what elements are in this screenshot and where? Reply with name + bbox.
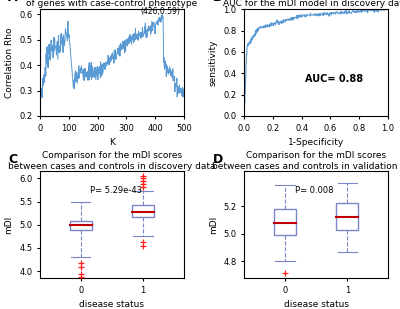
Y-axis label: mDI: mDI — [209, 216, 218, 234]
Y-axis label: sensitivity: sensitivity — [209, 39, 218, 86]
Bar — [132, 205, 154, 217]
Text: P= 5.29e-43: P= 5.29e-43 — [90, 186, 142, 195]
Y-axis label: mDI: mDI — [4, 216, 14, 234]
Title: Comparison for the mDI scores
between cases and controls in discovery data: Comparison for the mDI scores between ca… — [8, 151, 216, 171]
Bar — [274, 209, 296, 235]
X-axis label: disease status: disease status — [284, 300, 348, 309]
Y-axis label: Correlation Rho: Correlation Rho — [4, 28, 14, 98]
Text: (426,0.59): (426,0.59) — [141, 7, 180, 16]
Title: Comparison for the mDI scores
between cases and controls in validation data: Comparison for the mDI scores between ca… — [212, 151, 400, 171]
Text: C: C — [8, 153, 18, 166]
Text: D: D — [212, 153, 223, 166]
X-axis label: K: K — [109, 138, 115, 147]
Text: AUC= 0.88: AUC= 0.88 — [304, 74, 363, 84]
Text: P= 0.008: P= 0.008 — [294, 186, 333, 195]
Bar — [336, 203, 358, 230]
X-axis label: disease status: disease status — [80, 300, 144, 309]
Text: A: A — [8, 0, 18, 4]
Text: B: B — [212, 0, 222, 4]
Title: AUC for the mDI model in discovery data: AUC for the mDI model in discovery data — [224, 0, 400, 8]
X-axis label: 1-Specificity: 1-Specificity — [288, 138, 344, 147]
Bar — [70, 221, 92, 230]
Title: Correlation of the mDI with different number
of genes with case-control phenotyp: Correlation of the mDI with different nu… — [10, 0, 214, 8]
